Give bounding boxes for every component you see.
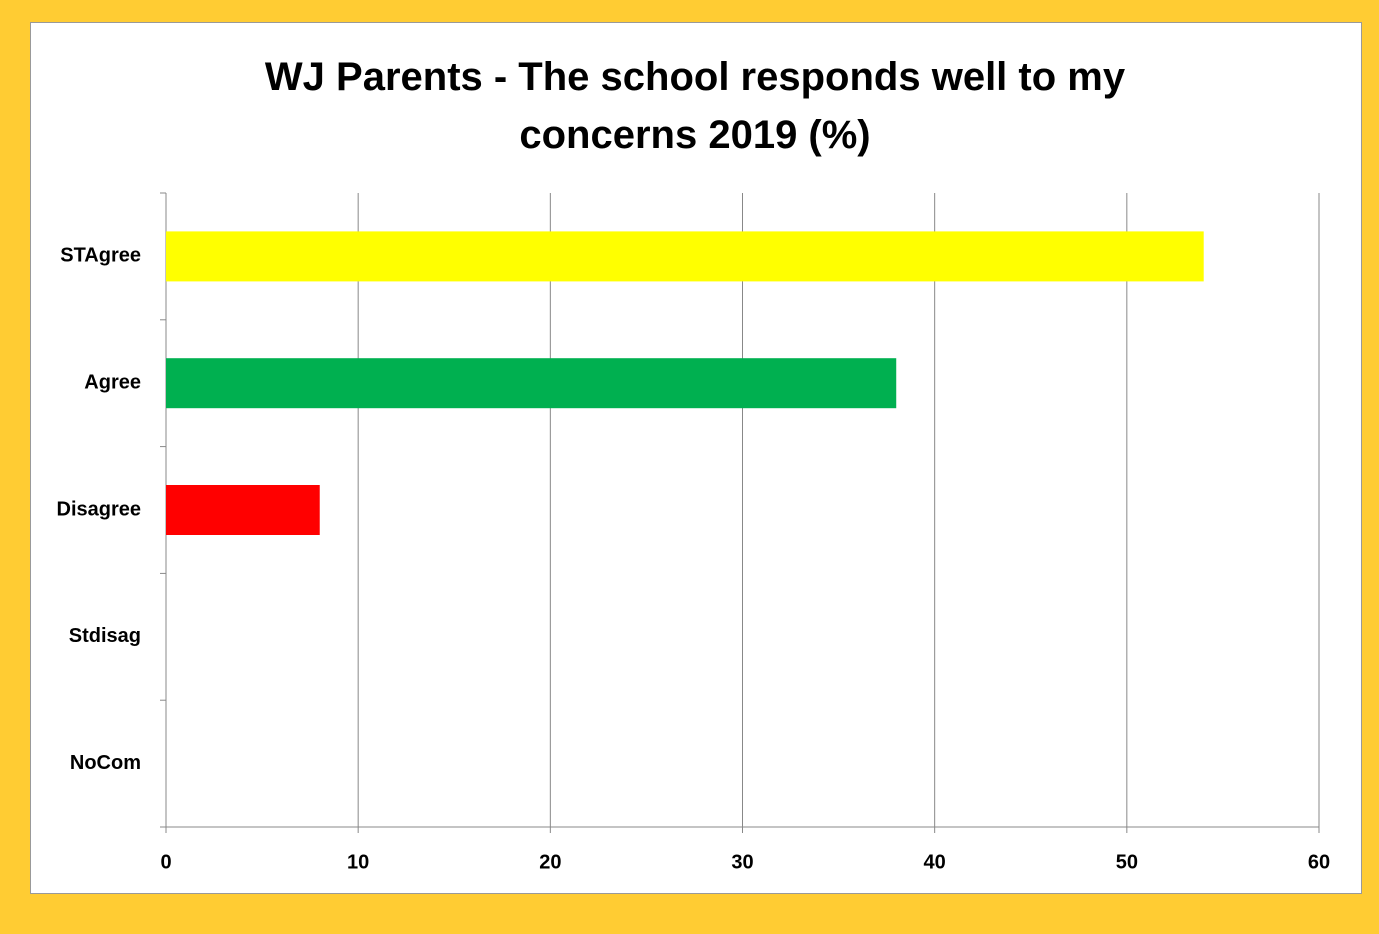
x-tick-label: 10 [347,851,369,873]
y-tick-label: NoCom [70,752,141,774]
x-tick-label: 20 [539,851,561,873]
y-tick-label: Stdisag [69,625,141,647]
y-tick-label: Agree [84,371,141,393]
x-tick-label: 60 [1308,851,1330,873]
x-tick-label: 30 [731,851,753,873]
x-tick-label: 40 [924,851,946,873]
y-tick-label: STAgree [60,245,141,267]
bar [166,485,320,535]
chart-panel [30,22,1362,894]
x-tick-label: 0 [160,851,171,873]
chart-title: WJ Parents - The school responds well to… [264,55,1126,157]
bar [166,231,1204,282]
bar [166,358,897,409]
x-tick-label: 50 [1116,851,1138,873]
y-tick-label: Disagree [57,498,142,520]
